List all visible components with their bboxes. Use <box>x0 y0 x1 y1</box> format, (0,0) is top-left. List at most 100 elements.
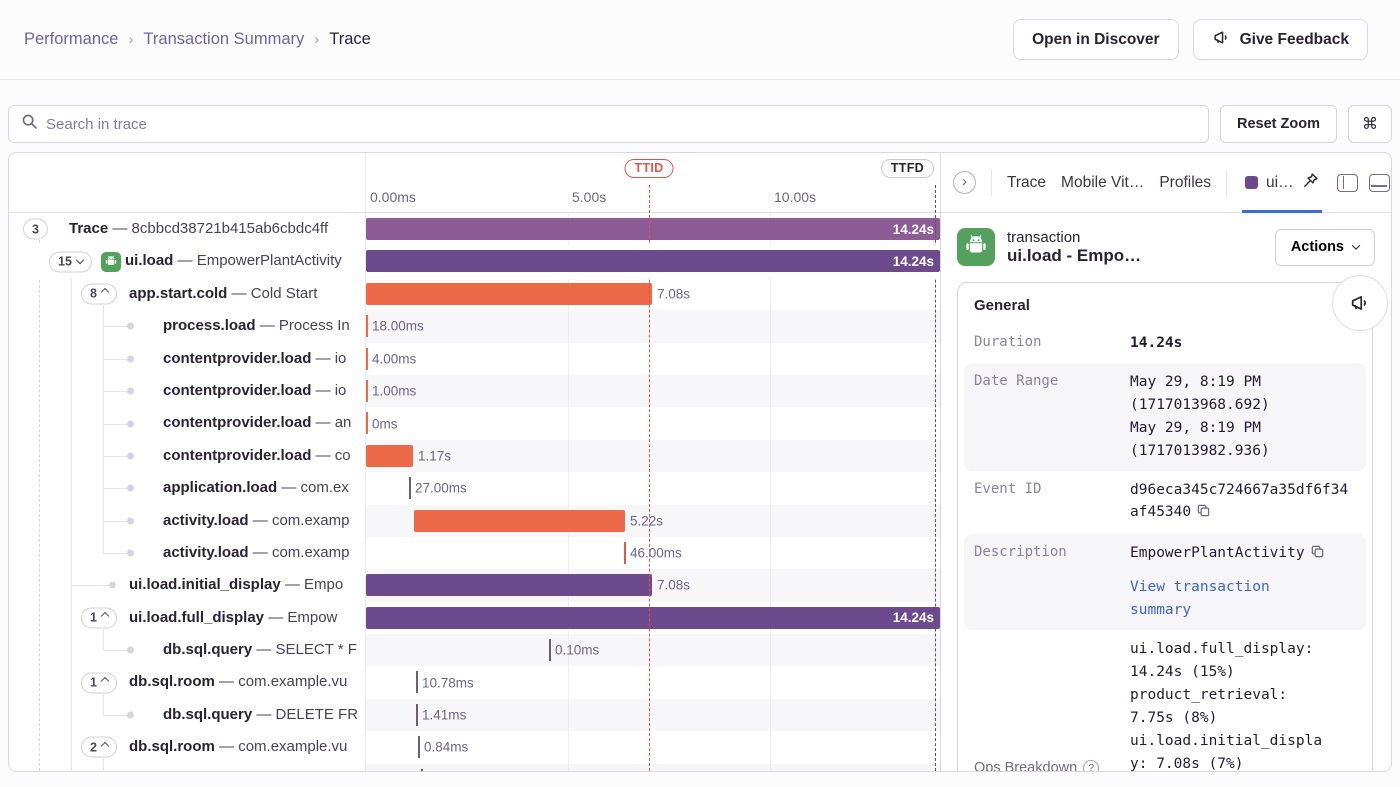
span-bar-cell[interactable]: 0.79ms <box>366 763 940 771</box>
span-tree-cell[interactable]: activity.load — com.examp <box>9 504 366 537</box>
span-bar-cell[interactable]: 7.08s <box>366 569 940 602</box>
span-bar-cell[interactable]: 5.22s <box>366 504 940 537</box>
trace-row[interactable]: 1 db.sql.room — com.example.vu 10.78ms <box>9 666 940 699</box>
span-duration-tick[interactable] <box>366 315 368 338</box>
span-count-pill[interactable]: 2 <box>81 736 117 758</box>
span-count-pill[interactable]: 1 <box>81 672 117 694</box>
span-bar-cell[interactable]: 1.41ms <box>366 698 940 732</box>
span-duration-tick[interactable] <box>624 541 626 564</box>
span-tree-cell[interactable]: contentprovider.load — io <box>9 342 366 375</box>
span-bar-cell[interactable]: 14.24s <box>366 213 940 245</box>
span-duration-tick[interactable] <box>409 477 411 500</box>
span-tree-cell[interactable]: process.load — Process In <box>9 310 366 343</box>
span-bar-cell[interactable]: 18.00ms <box>366 310 940 343</box>
trace-row[interactable]: 3 Trace — 8cbbcd38721b415ab6cbdc4ff 14.24s <box>9 213 940 246</box>
span-tree-cell[interactable]: application.load — com.ex <box>9 472 366 505</box>
trace-row[interactable]: 2 db.sql.room — com.example.vu 0.84ms <box>9 731 940 764</box>
pin-icon[interactable] <box>1302 172 1319 194</box>
span-duration-tick[interactable] <box>421 768 423 771</box>
trace-row[interactable]: 1 ui.load.full_display — Empow 14.24s <box>9 601 940 635</box>
span-count-pill[interactable]: 15 <box>49 251 92 273</box>
copy-icon[interactable] <box>1310 544 1325 567</box>
span-duration-bar[interactable] <box>366 282 652 305</box>
span-tree-cell[interactable]: 1 db.sql.room — com.example.vu <box>9 666 366 699</box>
span-duration-tick[interactable] <box>549 639 551 662</box>
span-tree-cell[interactable]: db.sql.query — INSERT OR <box>9 763 366 771</box>
span-duration-tick[interactable] <box>416 703 418 726</box>
span-duration-tick[interactable] <box>366 412 368 435</box>
span-duration-bar[interactable]: 14.24s <box>366 218 940 240</box>
breadcrumb-transaction-summary[interactable]: Transaction Summary <box>143 30 305 48</box>
span-bar-cell[interactable]: 0.10ms <box>366 634 940 667</box>
trace-row[interactable]: contentprovider.load — an 0ms <box>9 407 940 440</box>
search-input[interactable] <box>46 115 1196 133</box>
trace-row[interactable]: activity.load — com.examp 5.22s <box>9 504 940 537</box>
span-tree-cell[interactable]: contentprovider.load — io <box>9 374 366 408</box>
span-duration-tick[interactable] <box>416 671 418 694</box>
shortcuts-button[interactable]: ⌘ <box>1348 105 1392 143</box>
tab-trace[interactable]: Trace <box>1007 173 1047 191</box>
trace-row[interactable]: db.sql.query — SELECT * F 0.10ms <box>9 634 940 667</box>
feedback-float-button[interactable] <box>1332 275 1388 331</box>
trace-row[interactable]: db.sql.query — INSERT OR0.79ms <box>9 763 940 771</box>
span-bar-cell[interactable]: 7.08s <box>366 278 940 310</box>
span-tree-cell[interactable]: activity.load — com.examp <box>9 536 366 570</box>
span-tree-cell[interactable]: 15 ui.load — EmpowerPlantActivity <box>9 245 366 278</box>
trace-row[interactable]: ui.load.initial_display — Empo 7.08s <box>9 569 940 602</box>
trace-row[interactable]: 8 app.start.cold — Cold Start 7.08s <box>9 277 940 311</box>
trace-row[interactable]: contentprovider.load — io 1.00ms <box>9 374 940 408</box>
span-bar-cell[interactable]: 14.24s <box>366 245 940 278</box>
ttid-badge[interactable]: TTID <box>624 159 674 178</box>
span-bar-cell[interactable]: 27.00ms <box>366 472 940 504</box>
span-duration-bar[interactable] <box>414 509 625 532</box>
span-tree-cell[interactable]: contentprovider.load — co <box>9 439 366 473</box>
breadcrumb-performance[interactable]: Performance <box>24 30 119 48</box>
span-tree-cell[interactable]: 2 db.sql.room — com.example.vu <box>9 731 366 764</box>
trace-row[interactable]: process.load — Process In 18.00ms <box>9 310 940 343</box>
span-bar-cell[interactable]: 0ms <box>366 407 940 439</box>
open-in-discover-button[interactable]: Open in Discover <box>1013 19 1179 60</box>
trace-row[interactable]: application.load — com.ex 27.00ms <box>9 472 940 505</box>
give-feedback-button[interactable]: Give Feedback <box>1192 19 1368 60</box>
span-tree-cell[interactable]: 3 Trace — 8cbbcd38721b415ab6cbdc4ff <box>9 213 366 246</box>
trace-row[interactable]: activity.load — com.examp 46.00ms <box>9 536 940 570</box>
trace-row[interactable]: contentprovider.load — co 1.17s <box>9 439 940 473</box>
span-duration-tick[interactable] <box>366 379 368 402</box>
span-bar-cell[interactable]: 1.17s <box>366 439 940 473</box>
trace-row[interactable]: 15 ui.load — EmpowerPlantActivity 14.24s <box>9 245 940 278</box>
search-box[interactable] <box>8 105 1209 143</box>
copy-icon[interactable] <box>1196 503 1211 526</box>
span-tree-cell[interactable]: contentprovider.load — an <box>9 407 366 440</box>
span-bar-cell[interactable]: 14.24s <box>366 602 940 634</box>
span-duration-bar[interactable] <box>366 574 652 597</box>
span-tree-cell[interactable]: 8 app.start.cold — Cold Start <box>9 277 366 311</box>
span-duration-bar[interactable] <box>366 444 413 467</box>
span-duration-tick[interactable] <box>366 347 368 370</box>
span-duration-tick[interactable] <box>418 736 420 759</box>
tab-mobile-vitals[interactable]: Mobile Vit… <box>1061 173 1145 191</box>
reset-zoom-button[interactable]: Reset Zoom <box>1220 105 1337 143</box>
layout-sidebar-left-icon[interactable] <box>1336 173 1358 192</box>
span-tree-cell[interactable]: ui.load.initial_display — Empo <box>9 569 366 602</box>
trace-row[interactable]: db.sql.query — DELETE FR 1.41ms <box>9 698 940 732</box>
span-duration-bar[interactable]: 14.24s <box>366 250 940 273</box>
span-bar-cell[interactable]: 10.78ms <box>366 666 940 698</box>
view-transaction-summary-link[interactable]: View transaction summary <box>1130 579 1270 619</box>
tab-profiles[interactable]: Profiles <box>1159 173 1212 191</box>
span-bar-cell[interactable]: 1.00ms <box>366 374 940 408</box>
span-count-pill[interactable]: 1 <box>81 607 117 629</box>
ttfd-badge[interactable]: TTFD <box>880 159 934 178</box>
span-tree-cell[interactable]: db.sql.query — SELECT * F <box>9 634 366 667</box>
span-duration-bar[interactable]: 14.24s <box>366 606 940 629</box>
span-bar-cell[interactable]: 0.84ms <box>366 731 940 763</box>
span-count-pill[interactable]: 3 <box>23 218 48 240</box>
span-bar-cell[interactable]: 46.00ms <box>366 537 940 569</box>
trace-row[interactable]: contentprovider.load — io 4.00ms <box>9 342 940 375</box>
actions-button[interactable]: Actions <box>1274 228 1375 266</box>
expand-panel-icon[interactable]: › <box>953 171 976 194</box>
span-count-pill[interactable]: 8 <box>81 283 117 305</box>
span-bar-cell[interactable]: 4.00ms <box>366 343 940 375</box>
help-icon[interactable]: ? <box>1083 759 1100 771</box>
span-tree-cell[interactable]: db.sql.query — DELETE FR <box>9 698 366 732</box>
span-tree-cell[interactable]: 1 ui.load.full_display — Empow <box>9 601 366 635</box>
